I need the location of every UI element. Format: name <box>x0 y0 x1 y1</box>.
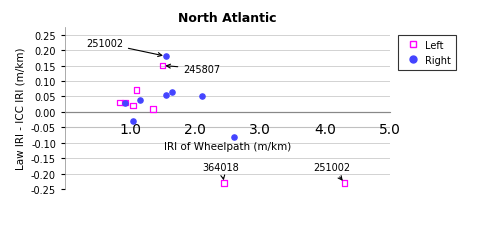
Point <box>168 91 176 94</box>
Point <box>162 94 170 97</box>
Point <box>132 89 140 93</box>
Point <box>158 64 166 68</box>
Y-axis label: Law IRI - ICC IRI (m/km): Law IRI - ICC IRI (m/km) <box>16 48 26 170</box>
Point <box>149 107 157 111</box>
Point <box>136 98 144 102</box>
Point <box>121 101 129 105</box>
Text: 251002: 251002 <box>314 162 350 180</box>
Point <box>230 135 238 139</box>
Point <box>162 55 170 59</box>
Point <box>121 101 129 105</box>
Point <box>129 120 137 124</box>
Point <box>220 181 228 185</box>
Title: North Atlantic: North Atlantic <box>178 12 277 25</box>
Point <box>129 104 137 108</box>
Text: 251002: 251002 <box>86 39 162 57</box>
Text: 364018: 364018 <box>203 162 239 179</box>
Point <box>340 181 348 185</box>
Point <box>198 95 205 99</box>
X-axis label: IRI of Wheelpath (m/km): IRI of Wheelpath (m/km) <box>164 142 291 152</box>
Text: 245807: 245807 <box>166 64 220 74</box>
Point <box>116 101 124 105</box>
Legend: Left, Right: Left, Right <box>398 36 456 70</box>
